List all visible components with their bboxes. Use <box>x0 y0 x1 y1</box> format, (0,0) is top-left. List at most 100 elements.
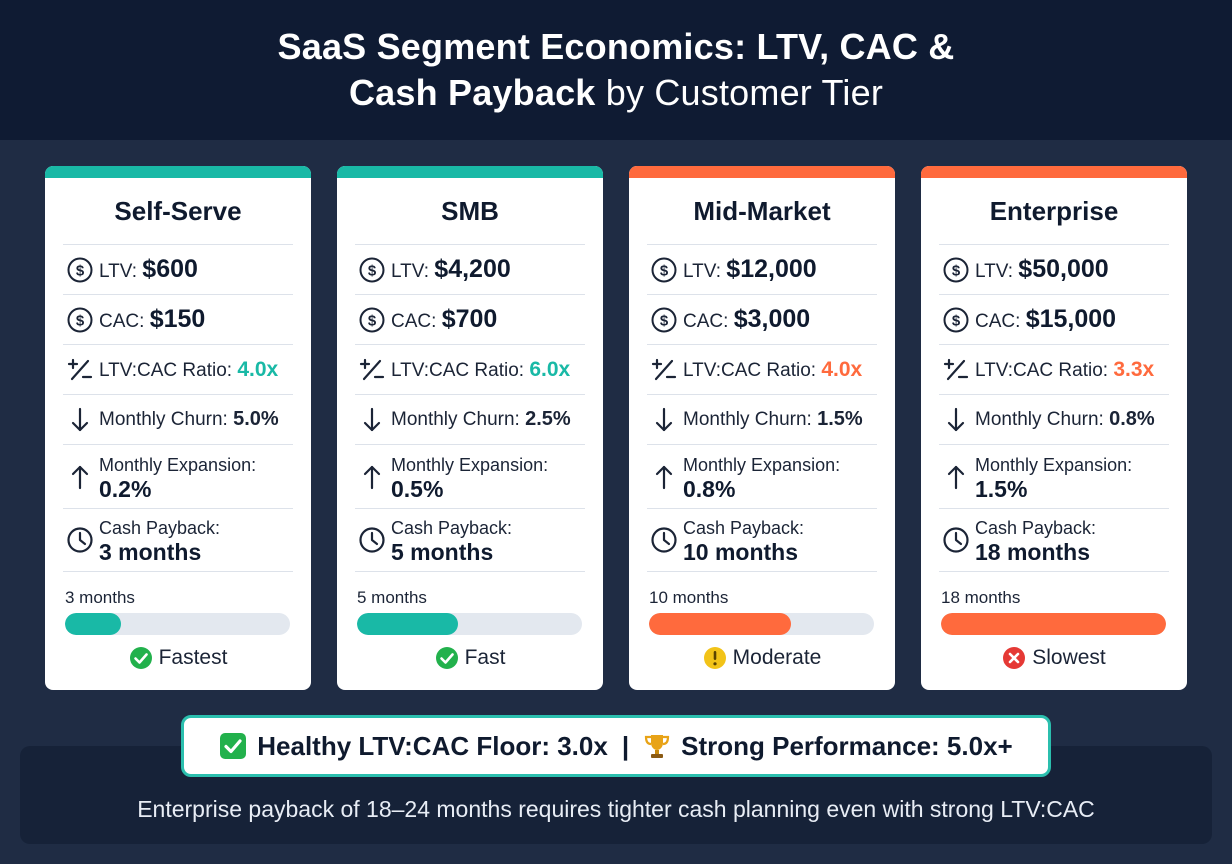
svg-text:$: $ <box>660 262 669 279</box>
payback-progress-track <box>941 613 1166 635</box>
expansion-row: Monthly Expansion: 0.2% <box>63 444 293 508</box>
title-light-part: by Customer Tier <box>595 72 884 113</box>
expansion-text: Monthly Expansion: 0.2% <box>99 453 256 501</box>
cac-row: $ CAC: $150 <box>63 294 293 344</box>
ratio-text: LTV:CAC Ratio: 4.0x <box>683 358 862 382</box>
ltv-label: LTV: <box>99 261 143 282</box>
card-accent-bar <box>45 166 311 178</box>
page-title-line-1: SaaS Segment Economics: LTV, CAC & <box>277 26 955 67</box>
svg-text:$: $ <box>660 312 669 329</box>
ltv-value: $600 <box>142 255 198 283</box>
tier-card: Mid-Market $ LTV: $12,000 $ CAC: $3,000 … <box>629 166 895 690</box>
arrow-down-icon <box>647 405 683 435</box>
ratio-row: LTV:CAC Ratio: 6.0x <box>355 344 585 394</box>
cac-text: CAC: $3,000 <box>683 305 810 334</box>
payback-progress-track <box>357 613 582 635</box>
dollar-icon: $ <box>647 305 683 335</box>
ratio-label: LTV:CAC Ratio: <box>99 359 238 381</box>
payback-text: Cash Payback: 18 months <box>975 516 1096 564</box>
arrow-down-icon <box>939 405 975 435</box>
ltv-value: $4,200 <box>434 255 511 283</box>
tier-name: Mid-Market <box>693 196 831 226</box>
tier-name: Enterprise <box>989 196 1119 226</box>
svg-text:$: $ <box>76 312 85 329</box>
churn-text: Monthly Churn: 0.8% <box>975 408 1155 431</box>
churn-row: Monthly Churn: 5.0% <box>63 394 293 444</box>
ratio-icon <box>355 355 391 385</box>
cac-row: $ CAC: $15,000 <box>939 294 1169 344</box>
svg-text:$: $ <box>952 312 961 329</box>
payback-value: 5 months <box>391 539 494 565</box>
dollar-icon: $ <box>939 255 975 285</box>
trophy-icon <box>643 732 671 760</box>
speed-status: Fastest <box>45 646 311 670</box>
payback-progress-fill <box>649 613 791 635</box>
ratio-icon <box>647 355 683 385</box>
churn-row: Monthly Churn: 0.8% <box>939 394 1169 444</box>
card-accent-bar <box>921 166 1187 178</box>
expansion-text: Monthly Expansion: 1.5% <box>975 453 1132 501</box>
arrow-up-icon <box>63 462 99 492</box>
footer-note: Enterprise payback of 18–24 months requi… <box>137 796 1095 822</box>
ltv-row: $ LTV: $50,000 <box>939 244 1169 294</box>
clock-icon <box>647 525 683 555</box>
card-accent-bar <box>337 166 603 178</box>
payback-bar-label: 10 months <box>649 588 729 607</box>
speed-status: Moderate <box>629 646 895 670</box>
cac-text: CAC: $700 <box>391 305 497 334</box>
card-accent-bar <box>629 166 895 178</box>
ratio-text: LTV:CAC Ratio: 3.3x <box>975 358 1154 382</box>
expansion-label: Monthly Expansion: <box>975 454 1133 475</box>
ltv-value: $12,000 <box>726 255 817 283</box>
status-label: Fastest <box>158 646 228 669</box>
churn-value: 2.5% <box>525 408 571 430</box>
ratio-icon <box>939 355 975 385</box>
churn-value: 0.8% <box>1109 408 1155 430</box>
churn-label: Monthly Churn: <box>683 409 818 430</box>
header: SaaS Segment Economics: LTV, CAC & Cash … <box>0 0 1232 140</box>
dollar-icon: $ <box>63 305 99 335</box>
x-circle-icon <box>1002 646 1026 670</box>
expansion-value: 0.5% <box>391 475 444 502</box>
payback-row: Cash Payback: 5 months <box>355 508 585 572</box>
payback-label: Cash Payback: <box>391 518 513 538</box>
churn-row: Monthly Churn: 2.5% <box>355 394 585 444</box>
dollar-icon: $ <box>63 255 99 285</box>
payback-value: 10 months <box>683 539 799 565</box>
payback-text: Cash Payback: 3 months <box>99 516 220 564</box>
metric-rows: $ LTV: $600 $ CAC: $150 LTV:CAC Ratio: 4… <box>63 244 293 572</box>
cac-text: CAC: $150 <box>99 305 205 334</box>
metric-rows: $ LTV: $4,200 $ CAC: $700 LTV:CAC Ratio:… <box>355 244 585 572</box>
ltv-text: LTV: $12,000 <box>683 255 817 284</box>
payback-bar-label: 18 months <box>941 588 1021 607</box>
metric-rows: $ LTV: $50,000 $ CAC: $15,000 LTV:CAC Ra… <box>939 244 1169 572</box>
churn-text: Monthly Churn: 1.5% <box>683 408 863 431</box>
payback-progress-track <box>649 613 874 635</box>
arrow-up-icon <box>647 462 683 492</box>
ratio-label: LTV:CAC Ratio: <box>683 359 822 381</box>
expansion-label: Monthly Expansion: <box>99 454 257 475</box>
expansion-label: Monthly Expansion: <box>391 454 549 475</box>
payback-value: 18 months <box>975 539 1091 565</box>
speed-status: Fast <box>337 646 603 670</box>
status-label: Fast <box>464 646 506 669</box>
cac-value: $700 <box>441 305 498 333</box>
churn-label: Monthly Churn: <box>99 409 234 430</box>
ltv-label: LTV: <box>391 261 435 282</box>
ltv-label: LTV: <box>683 261 727 282</box>
metric-rows: $ LTV: $12,000 $ CAC: $3,000 LTV:CAC Rat… <box>647 244 877 572</box>
dollar-icon: $ <box>355 255 391 285</box>
payback-progress-fill <box>357 613 459 635</box>
ltv-row: $ LTV: $12,000 <box>647 244 877 294</box>
cac-row: $ CAC: $700 <box>355 294 585 344</box>
tier-card: Self-Serve $ LTV: $600 $ CAC: $150 LTV:C… <box>45 166 311 690</box>
dollar-icon: $ <box>355 305 391 335</box>
payback-row: Cash Payback: 3 months <box>63 508 293 572</box>
payback-text: Cash Payback: 10 months <box>683 516 804 564</box>
expansion-row: Monthly Expansion: 0.5% <box>355 444 585 508</box>
payback-bar-label: 5 months <box>357 588 427 607</box>
churn-value: 1.5% <box>817 408 863 430</box>
tier-name: Self-Serve <box>114 196 242 226</box>
svg-text:$: $ <box>952 262 961 279</box>
check-box-icon <box>219 732 247 760</box>
